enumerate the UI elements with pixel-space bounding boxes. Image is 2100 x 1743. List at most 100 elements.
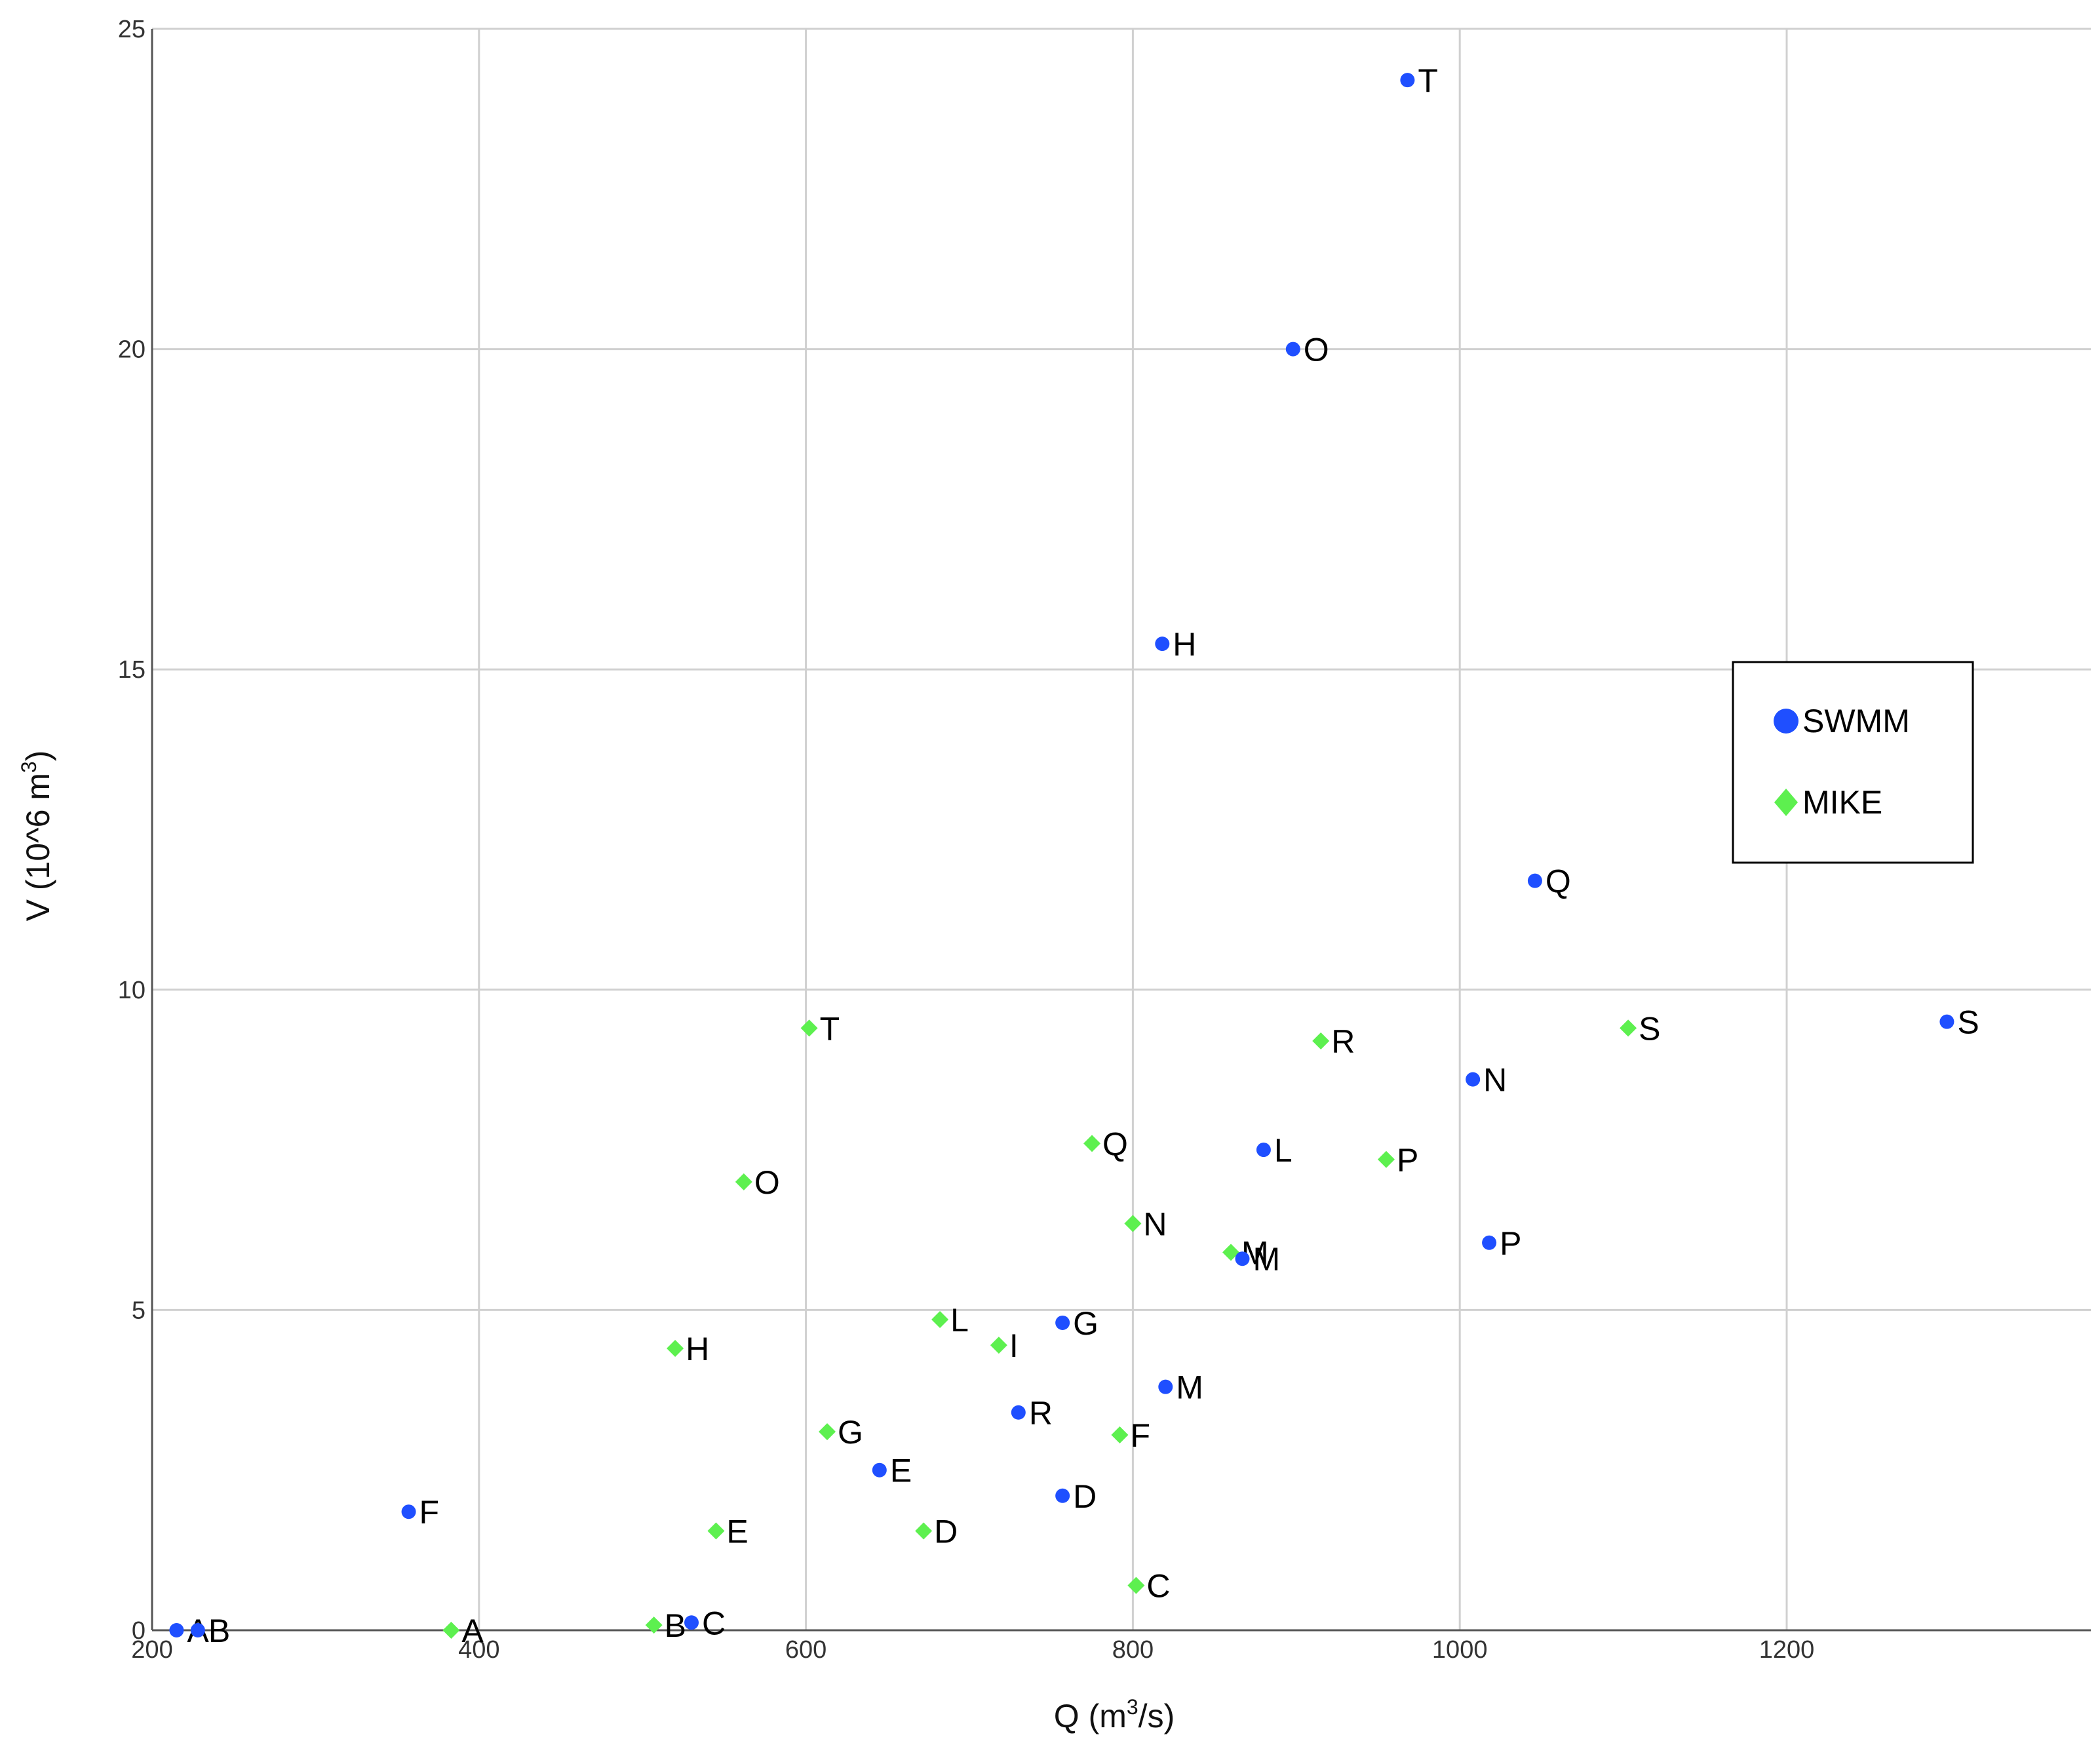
swmm-point xyxy=(1482,1235,1497,1250)
mike-point-label: S xyxy=(1639,1010,1660,1047)
tick-labels: 200 400 600 800 1000 1200 0 5 10 15 20 25 xyxy=(118,16,1815,1664)
mike-point-label: G xyxy=(838,1414,863,1451)
x-tick-label: 1000 xyxy=(1432,1636,1488,1664)
swmm-point xyxy=(1055,1315,1070,1330)
swmm-point xyxy=(169,1623,184,1637)
y-axis-title-sup: 3 xyxy=(17,761,41,773)
mike-point xyxy=(800,1019,818,1037)
swmm-point-label: B xyxy=(208,1613,230,1649)
swmm-point xyxy=(1400,73,1415,88)
mike-point xyxy=(990,1337,1007,1354)
swmm-point-label: F xyxy=(419,1494,440,1531)
y-tick-label: 5 xyxy=(132,1297,146,1324)
swmm-point xyxy=(1155,636,1170,652)
mike-point-label: E xyxy=(726,1514,748,1550)
swmm-point-label: G xyxy=(1073,1305,1099,1342)
mike-point xyxy=(735,1173,752,1190)
mike-point-label: C xyxy=(1146,1568,1170,1605)
swmm-point xyxy=(1235,1251,1250,1266)
swmm-point-label: M xyxy=(1176,1369,1203,1406)
swmm-point-label: S xyxy=(1957,1004,1979,1041)
legend-swmm-label: SWMM xyxy=(1802,703,1910,739)
data-points: ABCDEFGHILMNOPQRSTABCDEFGHMMLNOPQRST xyxy=(169,62,1979,1649)
y-tick-label: 20 xyxy=(118,336,146,364)
swmm-point-label: D xyxy=(1073,1478,1097,1515)
mike-point xyxy=(1222,1244,1240,1261)
mike-point-label: B xyxy=(665,1607,686,1644)
swmm-point-label: L xyxy=(1274,1132,1293,1169)
x-axis-title: Q (m3/s) xyxy=(1054,1695,1175,1734)
swmm-point xyxy=(1466,1072,1481,1087)
mike-point-label: T xyxy=(820,1010,840,1047)
mike-point xyxy=(645,1616,663,1634)
y-tick-label: 15 xyxy=(118,656,146,684)
mike-point-label: L xyxy=(950,1302,969,1339)
x-axis-title-main: Q (m xyxy=(1054,1698,1127,1734)
mike-point xyxy=(819,1423,836,1441)
x-tick-label: 800 xyxy=(1112,1636,1154,1664)
swmm-point-label: C xyxy=(702,1605,726,1641)
swmm-point-label: M xyxy=(1253,1241,1280,1278)
y-tick-label: 25 xyxy=(118,16,146,43)
plot-axes xyxy=(151,29,2091,1632)
x-axis-title-sup: 3 xyxy=(1127,1695,1138,1719)
mike-point xyxy=(707,1522,725,1540)
x-axis-title-end: /s) xyxy=(1138,1698,1175,1734)
mike-point xyxy=(1083,1135,1101,1152)
swmm-point xyxy=(1256,1143,1271,1158)
x-tick-label: 400 xyxy=(458,1636,499,1664)
mike-point-label: I xyxy=(1009,1327,1019,1364)
mike-point-label: A xyxy=(461,1613,484,1649)
mike-point xyxy=(1124,1215,1142,1232)
mike-point-label: D xyxy=(934,1514,958,1550)
mike-point xyxy=(1111,1426,1129,1443)
swmm-point-label: O xyxy=(1304,332,1329,368)
mike-point xyxy=(1377,1150,1395,1168)
swmm-point xyxy=(1158,1379,1173,1394)
swmm-point xyxy=(1939,1014,1954,1029)
mike-point xyxy=(1620,1019,1637,1037)
legend-mike-label: MIKE xyxy=(1802,784,1882,821)
x-tick-label: 600 xyxy=(785,1636,826,1664)
swmm-point-label: R xyxy=(1029,1395,1053,1432)
y-tick-label: 10 xyxy=(118,977,146,1004)
swmm-point-label: T xyxy=(1418,62,1438,99)
mike-point-label: H xyxy=(686,1331,709,1367)
swmm-point-label: Q xyxy=(1546,863,1571,900)
x-tick-label: 1200 xyxy=(1759,1636,1815,1664)
swmm-point xyxy=(1011,1405,1026,1420)
mike-point xyxy=(931,1311,949,1329)
mike-point-label: R xyxy=(1331,1023,1355,1060)
mike-point xyxy=(442,1622,460,1639)
y-axis-title-main: V (10^6 m xyxy=(20,773,56,921)
mike-point-label: P xyxy=(1397,1142,1418,1179)
y-axis-title: V (10^6 m3) xyxy=(17,751,56,922)
mike-point xyxy=(667,1340,684,1358)
legend-box xyxy=(1732,661,1974,864)
mike-point-label: O xyxy=(754,1164,780,1201)
x-tick-label: 200 xyxy=(131,1636,172,1664)
swmm-point xyxy=(401,1504,416,1519)
swmm-point xyxy=(1285,342,1300,357)
mike-point xyxy=(1127,1577,1145,1594)
y-axis-title-end: ) xyxy=(20,751,56,762)
legend: SWMM MIKE xyxy=(1732,661,1974,864)
mike-point-label: N xyxy=(1143,1205,1167,1242)
swmm-point xyxy=(190,1623,205,1637)
mike-point xyxy=(915,1522,933,1540)
swmm-point xyxy=(1527,873,1542,888)
swmm-point xyxy=(1055,1488,1070,1503)
swmm-point-label: H xyxy=(1173,626,1196,663)
swmm-point-label: E xyxy=(890,1453,912,1489)
y-tick-label: 0 xyxy=(132,1617,146,1645)
mike-point-label: F xyxy=(1130,1417,1150,1454)
swmm-point xyxy=(872,1462,887,1478)
mike-point-label: Q xyxy=(1102,1126,1128,1162)
legend-mike-marker xyxy=(1774,789,1798,816)
swmm-point-label: N xyxy=(1483,1062,1507,1099)
swmm-point xyxy=(684,1615,699,1630)
legend-swmm-marker xyxy=(1774,709,1799,734)
mike-point xyxy=(1312,1032,1330,1049)
swmm-point-label: P xyxy=(1500,1225,1521,1262)
